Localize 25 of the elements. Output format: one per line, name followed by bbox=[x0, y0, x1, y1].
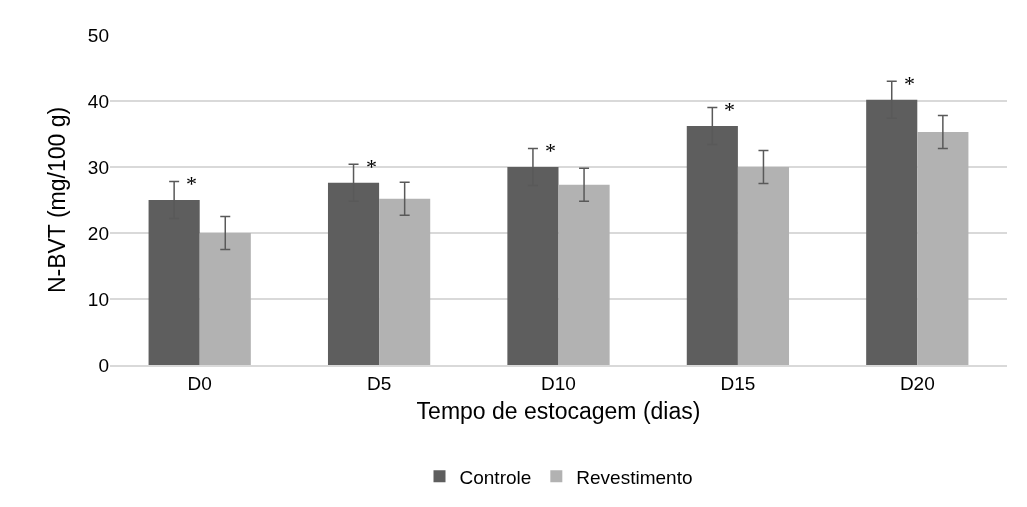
x-tick-label: D5 bbox=[366, 372, 392, 394]
x-tick-label: D0 bbox=[187, 372, 212, 394]
bar bbox=[737, 167, 790, 365]
annotation: * bbox=[724, 97, 735, 122]
y-tick-label: 10 bbox=[87, 288, 109, 310]
annotation: * bbox=[366, 154, 377, 179]
bar bbox=[558, 184, 610, 365]
annotation: * bbox=[545, 138, 556, 163]
annotation: * bbox=[904, 71, 915, 96]
x-tick-label: D15 bbox=[720, 372, 756, 394]
bar bbox=[199, 233, 251, 365]
x-axis-title: Tempo de estocagem (dias) bbox=[416, 397, 701, 424]
y-tick-label: 40 bbox=[87, 90, 109, 112]
y-axis-title: N-BVT (mg/100 g) bbox=[44, 106, 71, 294]
y-tick-label: 20 bbox=[87, 222, 109, 244]
y-tick-label: 50 bbox=[87, 24, 109, 46]
x-tick-label: D10 bbox=[541, 372, 576, 394]
y-tick-label: 30 bbox=[87, 156, 109, 178]
y-tick-label: 0 bbox=[98, 354, 109, 376]
legend-label: Controle bbox=[459, 466, 532, 488]
x-tick-label: D20 bbox=[899, 372, 935, 394]
legend-label: Revestimento bbox=[576, 466, 693, 488]
bar bbox=[917, 132, 969, 365]
annotation: * bbox=[186, 171, 197, 196]
bar bbox=[379, 198, 431, 365]
